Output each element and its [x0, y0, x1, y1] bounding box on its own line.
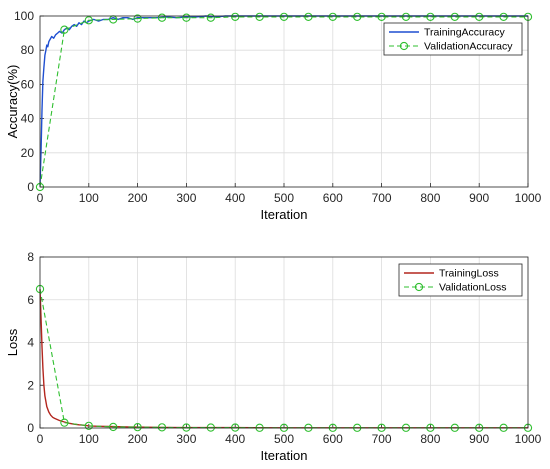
validation-accuracy-point: [328, 12, 337, 22]
validation-accuracy-point: [182, 13, 191, 22]
loss-x-axis-label: Iteration: [261, 448, 308, 463]
validation-accuracy-point: [279, 12, 289, 22]
validation-accuracy-point: [475, 12, 484, 22]
accuracy-legend-label-training: TrainingAccuracy: [424, 27, 505, 39]
accuracy-x-tick-label: 900: [469, 191, 489, 205]
loss-x-tick-label: 400: [225, 432, 245, 446]
accuracy-x-tick-label: 200: [128, 191, 148, 205]
validation-accuracy-point: [401, 12, 411, 22]
loss-x-tick-label: 900: [469, 432, 489, 446]
loss-legend-label-training: TrainingLoss: [439, 268, 499, 280]
loss-subplot: 0 100 200 300 400 500 600 700 800 900 1000 0 2 4 6 8 It…: [5, 250, 542, 463]
validation-loss-point: [182, 423, 191, 432]
accuracy-y-tick-label: 0: [27, 180, 34, 194]
accuracy-x-tick-label: 500: [274, 191, 294, 205]
loss-x-tick-label: 700: [372, 432, 392, 446]
validation-accuracy-point: [60, 25, 69, 34]
loss-x-tick-label: 600: [323, 432, 343, 446]
validation-loss-point: [84, 421, 93, 431]
validation-accuracy-point: [231, 12, 240, 22]
accuracy-x-tick-label: 0: [37, 191, 44, 205]
validation-accuracy-point: [499, 12, 508, 22]
accuracy-x-tick-label: 100: [79, 191, 99, 205]
validation-accuracy-point: [304, 12, 313, 22]
loss-x-tick-label: 500: [274, 432, 294, 446]
accuracy-y-tick-label: 40: [21, 112, 35, 126]
validation-accuracy-point: [157, 13, 167, 22]
loss-x-tick-label: 300: [176, 432, 196, 446]
accuracy-legend-marker-validation: [399, 41, 409, 51]
validation-loss-point: [206, 423, 215, 432]
validation-accuracy-point: [426, 12, 435, 22]
loss-x-tick-label: 100: [79, 432, 99, 446]
loss-x-tick-label: 0: [37, 432, 44, 446]
validation-loss-point: [133, 422, 142, 432]
loss-y-tick-label: 8: [27, 250, 34, 264]
loss-y-tick-label: 0: [27, 421, 34, 435]
validation-loss-point: [157, 423, 167, 432]
loss-axes-border: [39, 256, 529, 429]
accuracy-y-axis-label: Accuracy(%): [5, 65, 20, 139]
loss-y-tick-label: 6: [27, 293, 34, 307]
accuracy-y-tick-label: 20: [21, 146, 35, 160]
accuracy-legend-box: [383, 22, 523, 56]
validation-accuracy-point: [206, 13, 215, 22]
validation-accuracy-line: [39, 16, 528, 188]
loss-x-tick-label: 200: [128, 432, 148, 446]
validation-accuracy-point: [255, 12, 264, 22]
loss-legend-marker-validation: [414, 282, 424, 292]
accuracy-x-tick-label: 1000: [515, 191, 542, 205]
loss-legend-label-validation: ValidationLoss: [439, 282, 507, 294]
accuracy-x-tick-label: 700: [372, 191, 392, 205]
validation-accuracy-point: [377, 12, 386, 22]
accuracy-x-tick-label: 300: [176, 191, 196, 205]
accuracy-y-tick-label: 80: [21, 43, 35, 57]
accuracy-y-tick-label: 100: [14, 9, 34, 23]
accuracy-axes-border: [39, 15, 529, 188]
loss-y-tick-label: 2: [27, 378, 34, 392]
accuracy-y-tick-label: 60: [21, 77, 35, 91]
loss-tick-labels: 0 100 200 300 400 500 600 700 800 900 1000 0 2 4 6 8: [27, 250, 541, 446]
accuracy-x-tick-label: 600: [323, 191, 343, 205]
accuracy-legend-label-validation: ValidationAccuracy: [424, 41, 513, 53]
validation-loss-point: [60, 418, 69, 427]
validation-accuracy-point: [133, 14, 142, 23]
validation-accuracy-point: [353, 12, 362, 22]
accuracy-subplot: 0 100 200 300 400 500 600 700 800 900 1000 0 20 40 60 8…: [5, 9, 542, 222]
loss-x-tick-label: 800: [420, 432, 440, 446]
validation-accuracy-point: [450, 12, 459, 22]
accuracy-x-tick-label: 400: [225, 191, 245, 205]
loss-y-tick-label: 4: [27, 336, 34, 350]
validation-loss-point: [231, 423, 240, 432]
accuracy-legend: TrainingAccuracy ValidationAccuracy: [383, 22, 523, 56]
accuracy-tick-labels: 0 100 200 300 400 500 600 700 800 900 1000 0 20 40 60 8…: [14, 9, 542, 205]
loss-legend: TrainingLoss ValidationLoss: [398, 263, 523, 297]
validation-loss-point: [109, 422, 118, 432]
accuracy-x-axis-label: Iteration: [261, 207, 308, 222]
loss-y-axis-label: Loss: [5, 328, 20, 356]
accuracy-x-tick-label: 800: [420, 191, 440, 205]
loss-x-tick-label: 1000: [515, 432, 542, 446]
validation-accuracy-point: [84, 16, 93, 25]
